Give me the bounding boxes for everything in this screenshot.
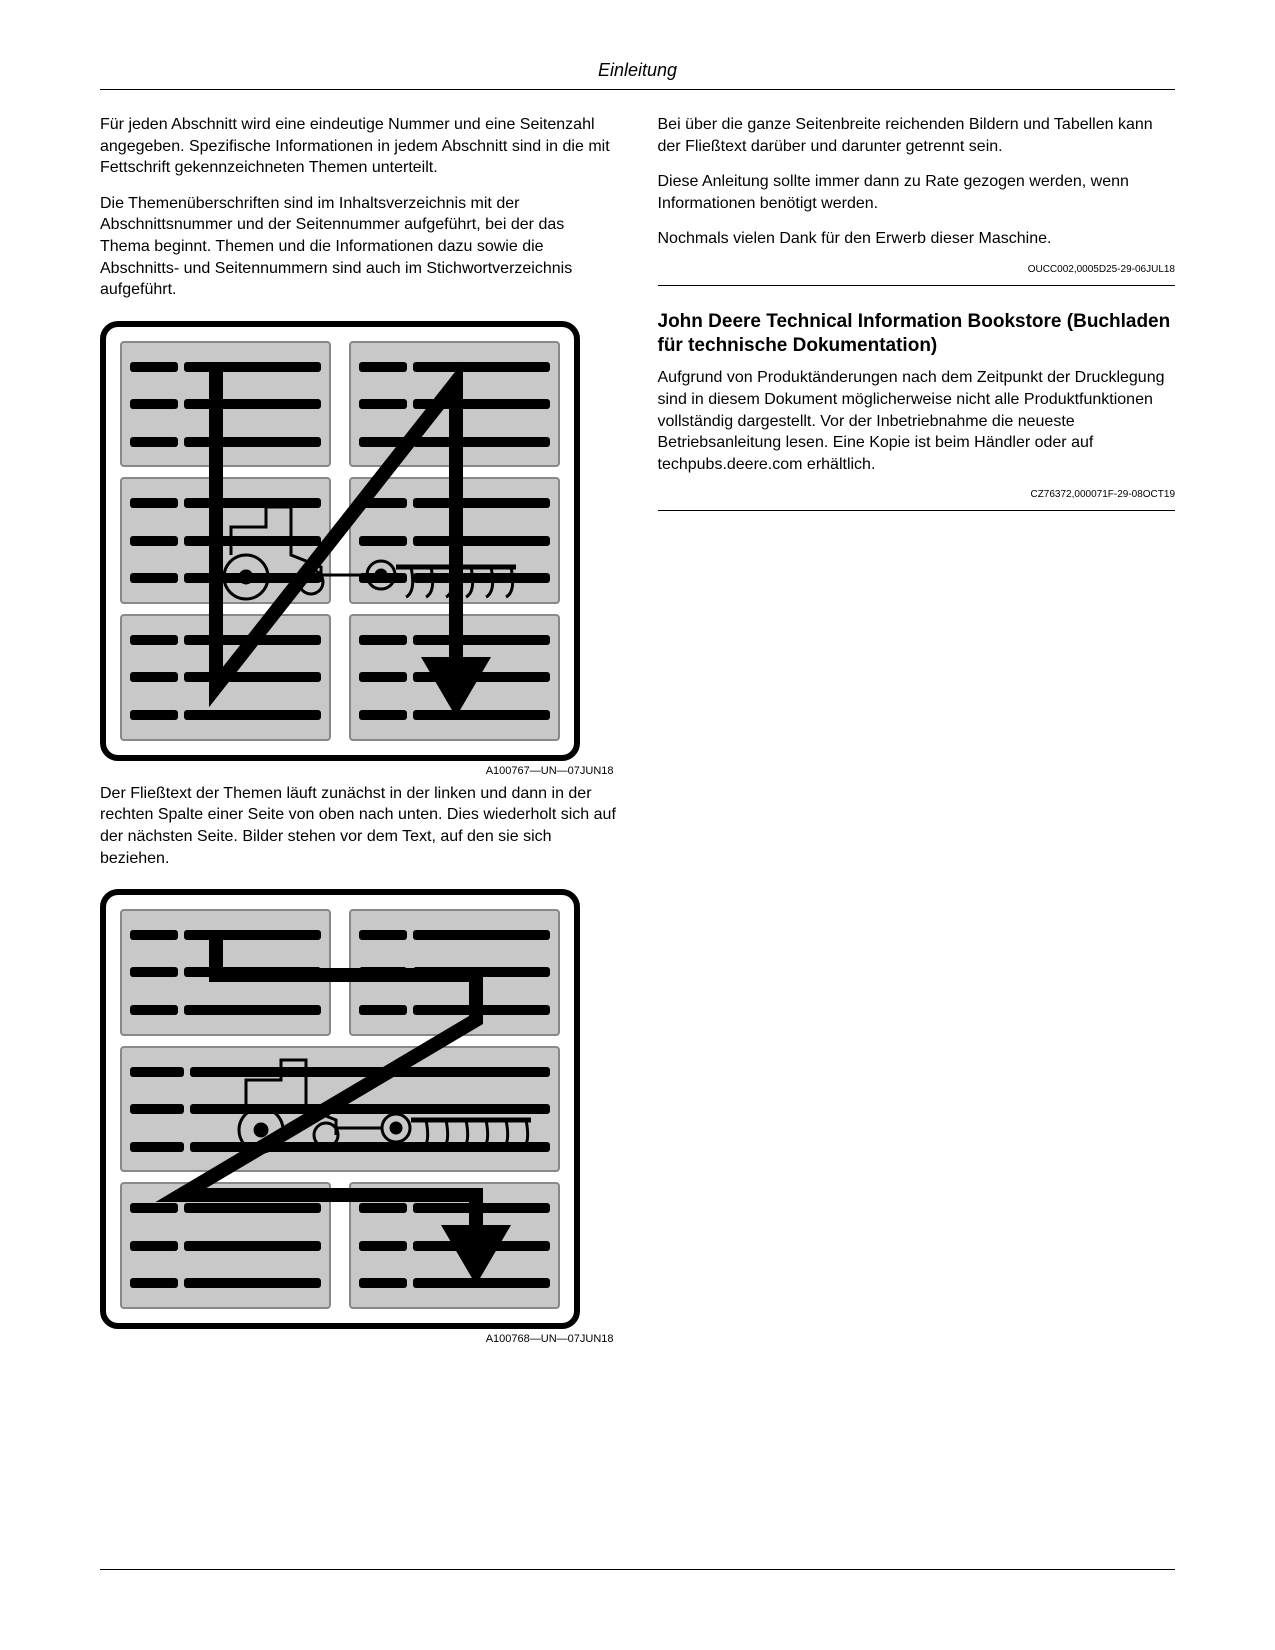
reference-code-1: OUCC002,0005D25-29-06JUL18 [658, 264, 1176, 275]
usage-note-paragraph: Diese Anleitung sollte immer dann zu Rat… [658, 171, 1176, 214]
two-column-layout: Für jeden Abschnitt wird eine eindeutige… [100, 114, 1175, 1351]
flow-explanation-paragraph: Der Fließtext der Themen läuft zunächst … [100, 783, 618, 869]
intro-paragraph-2: Die Themenüberschriften sind im Inhaltsv… [100, 193, 618, 301]
page-title: Einleitung [598, 60, 677, 80]
right-column: Bei über die ganze Seitenbreite reichend… [658, 114, 1176, 1351]
reference-code-2: CZ76372,000071F-29-08OCT19 [658, 489, 1176, 500]
figure-2-caption: A100768—UN—07JUN18 [100, 1333, 618, 1345]
section-divider [658, 285, 1176, 286]
section-divider-2 [658, 510, 1176, 511]
page-header: Einleitung [100, 60, 1175, 90]
figure-1-caption: A100767—UN—07JUN18 [100, 765, 618, 777]
bookstore-heading: John Deere Technical Information Booksto… [658, 310, 1176, 358]
figure-column-flow [100, 321, 618, 761]
fullwidth-note-paragraph: Bei über die ganze Seitenbreite reichend… [658, 114, 1176, 157]
bookstore-paragraph: Aufgrund von Produktänderungen nach dem … [658, 367, 1176, 475]
intro-paragraph-1: Für jeden Abschnitt wird eine eindeutige… [100, 114, 618, 179]
figure-fullwidth-flow [100, 889, 618, 1329]
footer-rule [100, 1569, 1175, 1570]
diagram-z-pattern [100, 889, 580, 1329]
thanks-paragraph: Nochmals vielen Dank für den Erwerb dies… [658, 228, 1176, 250]
left-column: Für jeden Abschnitt wird eine eindeutige… [100, 114, 618, 1351]
diagram-n-pattern [100, 321, 580, 761]
